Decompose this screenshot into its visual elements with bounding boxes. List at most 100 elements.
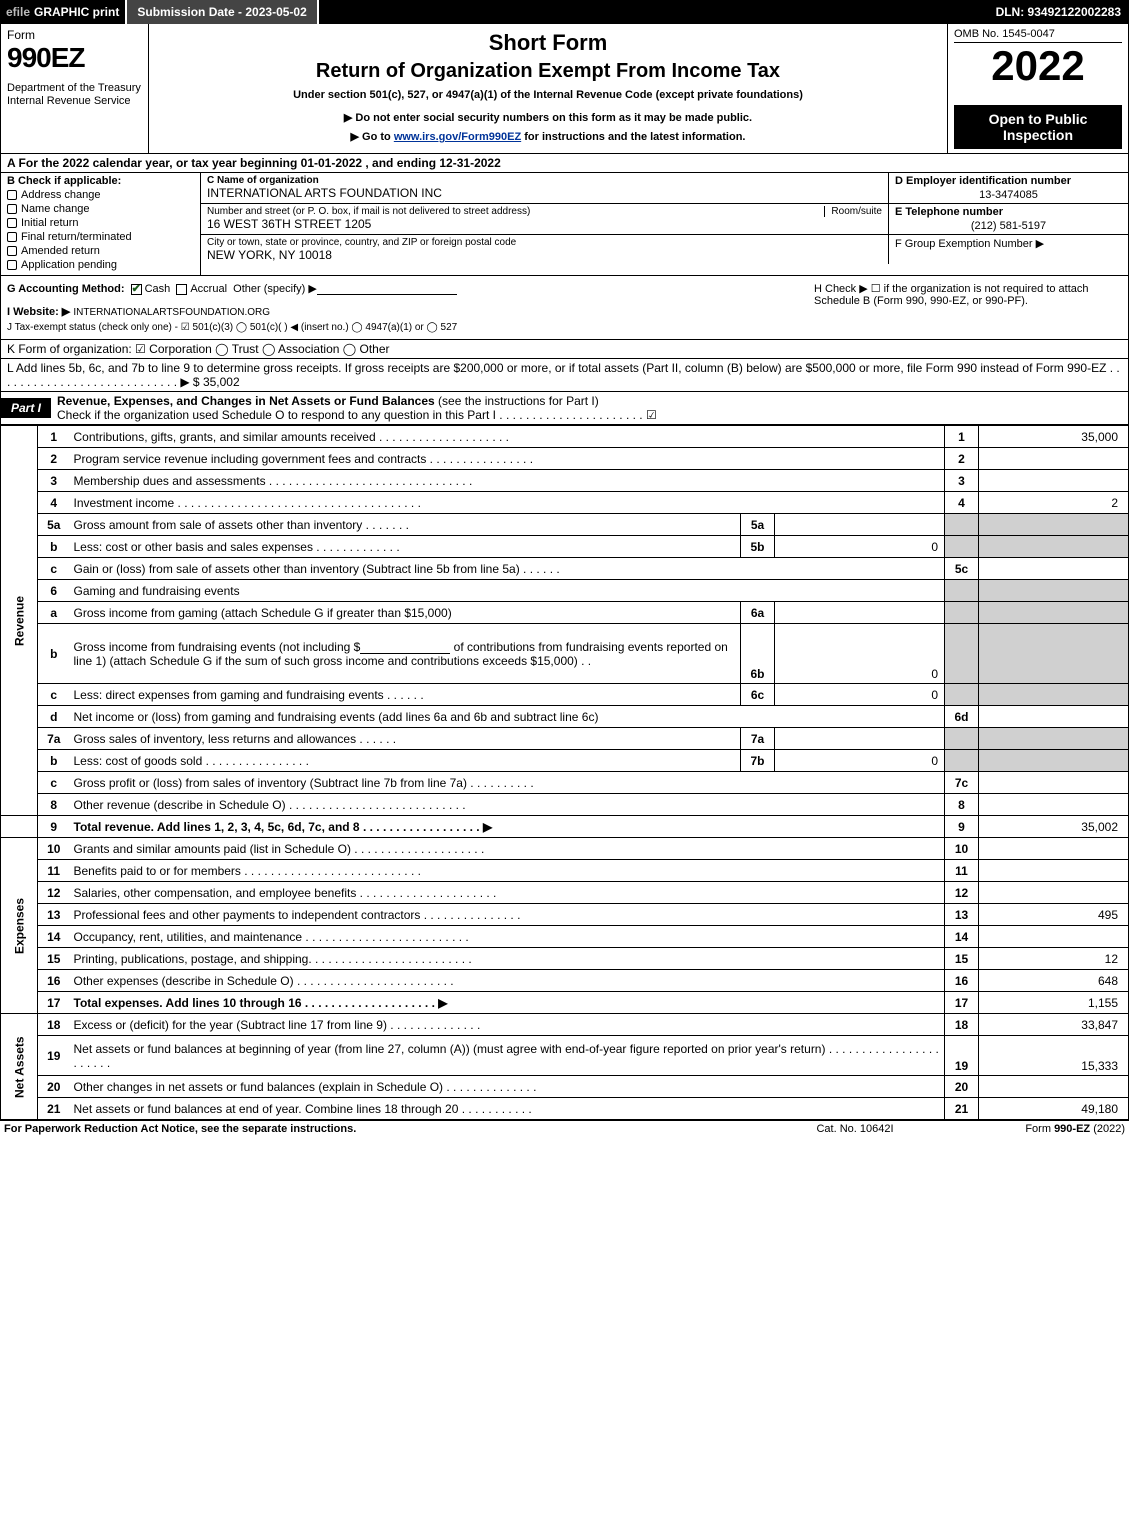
- checkbox-icon: [7, 190, 17, 200]
- street-label: Number and street (or P. O. box, if mail…: [207, 206, 824, 217]
- goto-line: ▶ Go to www.irs.gov/Form990EZ for instru…: [157, 130, 939, 143]
- row-7a: 7a Gross sales of inventory, less return…: [1, 728, 1129, 750]
- footer-cat: Cat. No. 10642I: [755, 1123, 955, 1135]
- cb-address-change[interactable]: Address change: [7, 189, 194, 201]
- cb-cash-icon[interactable]: [131, 284, 142, 295]
- cb-accrual-icon[interactable]: [176, 284, 187, 295]
- footer-left: For Paperwork Reduction Act Notice, see …: [4, 1123, 755, 1135]
- cb-name-change[interactable]: Name change: [7, 203, 194, 215]
- footer: For Paperwork Reduction Act Notice, see …: [0, 1120, 1129, 1137]
- website-value: INTERNATIONALARTSFOUNDATION.ORG: [73, 307, 270, 318]
- efile-label: GRAPHIC print: [34, 5, 119, 19]
- phone-label: E Telephone number: [895, 206, 1122, 218]
- cb-initial-return[interactable]: Initial return: [7, 217, 194, 229]
- row-5a: 5a Gross amount from sale of assets othe…: [1, 514, 1129, 536]
- part-i-desc: Revenue, Expenses, and Changes in Net As…: [51, 392, 1128, 424]
- block-gh: G Accounting Method: Cash Accrual Other …: [0, 276, 1129, 340]
- part-i-header: Part I Revenue, Expenses, and Changes in…: [0, 392, 1129, 425]
- row-7c: c Gross profit or (loss) from sales of i…: [1, 772, 1129, 794]
- row-19: 19Net assets or fund balances at beginni…: [1, 1036, 1129, 1076]
- cb-application-pending[interactable]: Application pending: [7, 259, 194, 271]
- row-17: 17Total expenses. Add lines 10 through 1…: [1, 992, 1129, 1014]
- row-11: 11Benefits paid to or for members . . . …: [1, 860, 1129, 882]
- part-i-grid: Revenue 1 Contributions, gifts, grants, …: [0, 425, 1129, 1120]
- org-name-cell: C Name of organization INTERNATIONAL ART…: [201, 173, 888, 203]
- row-13: 13Professional fees and other payments t…: [1, 904, 1129, 926]
- row-6b: b Gross income from fundraising events (…: [1, 624, 1129, 684]
- row-1: Revenue 1 Contributions, gifts, grants, …: [1, 426, 1129, 448]
- title-short-form: Short Form: [157, 30, 939, 56]
- g-cash: Cash: [145, 283, 171, 295]
- efile-prefix: efile: [6, 5, 30, 19]
- underline: [360, 642, 450, 654]
- checkbox-icon: [7, 260, 17, 270]
- desc-1: Contributions, gifts, grants, and simila…: [70, 426, 945, 448]
- col-e: E Telephone number (212) 581-5197: [888, 204, 1128, 234]
- header-mid: Short Form Return of Organization Exempt…: [149, 24, 948, 153]
- top-bar: efile GRAPHIC print Submission Date - 20…: [0, 0, 1129, 24]
- block-bcdef: B Check if applicable: Address change Na…: [0, 173, 1129, 276]
- row-14: 14Occupancy, rent, utilities, and mainte…: [1, 926, 1129, 948]
- row-6a: a Gross income from gaming (attach Sched…: [1, 602, 1129, 624]
- g-label: G Accounting Method:: [7, 283, 125, 295]
- ein-value: 13-3474085: [895, 189, 1122, 201]
- part-i-paren: (see the instructions for Part I): [438, 394, 599, 408]
- checkbox-icon: [7, 246, 17, 256]
- form-code: 990EZ: [7, 42, 142, 74]
- city-cell: City or town, state or province, country…: [201, 235, 888, 264]
- submission-date: Submission Date - 2023-05-02: [127, 0, 318, 24]
- form-word: Form: [7, 28, 142, 42]
- dept-treasury: Department of the Treasury Internal Reve…: [7, 82, 142, 108]
- phone-value: (212) 581-5197: [895, 220, 1122, 232]
- open-inspection: Open to Public Inspection: [954, 105, 1122, 149]
- dln: DLN: 93492122002283: [988, 0, 1129, 24]
- row-10: Expenses 10 Grants and similar amounts p…: [1, 838, 1129, 860]
- header-left: Form 990EZ Department of the Treasury In…: [1, 24, 149, 153]
- city-label: City or town, state or province, country…: [207, 237, 882, 248]
- street-value: 16 WEST 36TH STREET 1205: [207, 217, 882, 231]
- cb-amended-return[interactable]: Amended return: [7, 245, 194, 257]
- g-accrual: Accrual: [190, 283, 227, 295]
- box-1: 1: [945, 426, 979, 448]
- part-i-label: Part I: [1, 398, 51, 418]
- row-6: 6 Gaming and fundraising events: [1, 580, 1129, 602]
- c-name-label: C Name of organization: [207, 175, 319, 186]
- col-f: F Group Exemption Number ▶: [888, 235, 1128, 264]
- row-2: 2 Program service revenue including gove…: [1, 448, 1129, 470]
- l-text: L Add lines 5b, 6c, and 7b to line 9 to …: [7, 361, 1120, 389]
- row-a-period: A For the 2022 calendar year, or tax yea…: [0, 154, 1129, 173]
- row-8: 8 Other revenue (describe in Schedule O)…: [1, 794, 1129, 816]
- b-label: B Check if applicable:: [7, 175, 194, 187]
- i-label: I Website: ▶: [7, 306, 70, 318]
- checkbox-icon: [7, 232, 17, 242]
- room-label: Room/suite: [824, 206, 882, 217]
- row-k: K Form of organization: ☑ Corporation ◯ …: [0, 340, 1129, 359]
- row-15: 15Printing, publications, postage, and s…: [1, 948, 1129, 970]
- row-3: 3 Membership dues and assessments . . . …: [1, 470, 1129, 492]
- col-c: C Name of organization INTERNATIONAL ART…: [201, 173, 1128, 275]
- ein-label: D Employer identification number: [895, 175, 1122, 187]
- goto-prefix: ▶ Go to: [351, 131, 394, 143]
- goto-link[interactable]: www.irs.gov/Form990EZ: [394, 131, 521, 143]
- g-other: Other (specify) ▶: [233, 283, 317, 295]
- form-header: Form 990EZ Department of the Treasury In…: [0, 24, 1129, 154]
- tax-year: 2022: [954, 43, 1122, 89]
- cb-final-return[interactable]: Final return/terminated: [7, 231, 194, 243]
- efile-print[interactable]: efile GRAPHIC print: [0, 0, 127, 24]
- city-value: NEW YORK, NY 10018: [207, 248, 882, 262]
- row-7b: b Less: cost of goods sold . . . . . . .…: [1, 750, 1129, 772]
- group-exemption-label: F Group Exemption Number ▶: [895, 237, 1122, 250]
- col-d: D Employer identification number 13-3474…: [888, 173, 1128, 203]
- side-revenue: Revenue: [1, 426, 38, 816]
- side-net-assets: Net Assets: [1, 1014, 38, 1120]
- title-return: Return of Organization Exempt From Incom…: [157, 60, 939, 83]
- footer-right: Form 990-EZ (2022): [955, 1123, 1125, 1135]
- topbar-spacer: [319, 0, 988, 24]
- street-cell: Number and street (or P. O. box, if mail…: [201, 204, 888, 234]
- row-16: 16Other expenses (describe in Schedule O…: [1, 970, 1129, 992]
- omb-no: OMB No. 1545-0047: [954, 28, 1122, 43]
- j-row: J Tax-exempt status (check only one) - ☑…: [7, 322, 802, 333]
- row-5b: b Less: cost or other basis and sales ex…: [1, 536, 1129, 558]
- row-20: 20Other changes in net assets or fund ba…: [1, 1076, 1129, 1098]
- row-6c: c Less: direct expenses from gaming and …: [1, 684, 1129, 706]
